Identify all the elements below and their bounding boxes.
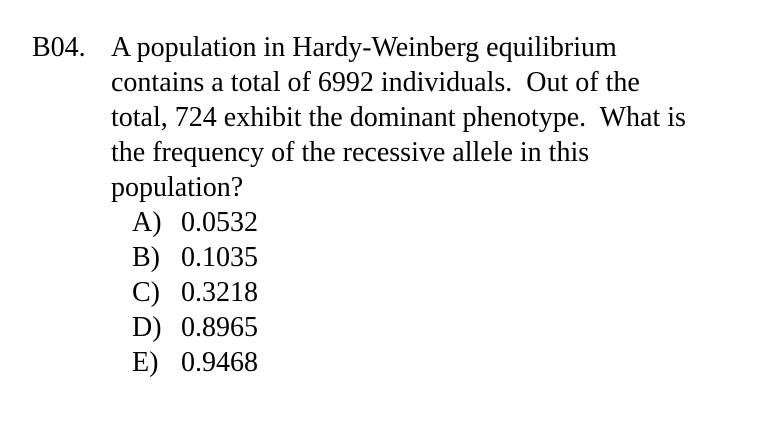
stem-line: total, 724 exhibit the dominant phenotyp… [111,102,686,133]
choice-letter: C) [132,277,160,308]
choice-letter: B) [132,242,160,273]
choice-value: 0.3218 [181,277,258,308]
choice-letter: A) [132,207,162,238]
choice-e: E) 0.9468 [132,345,258,380]
choice-letter: E) [132,347,159,378]
choice-d: D) 0.8965 [132,310,258,345]
stem-line: A population in Hardy-Weinberg equilibri… [111,32,617,63]
choice-value: 0.8965 [181,312,258,343]
answer-choices: A) 0.0532 B) 0.1035 C) 0.3218 D) 0.8965 … [132,205,258,380]
choice-letter: D) [132,312,162,343]
stem-line: population? [111,172,244,203]
choice-value: 0.1035 [181,242,258,273]
stem-line: the frequency of the recessive allele in… [111,137,590,168]
choice-b: B) 0.1035 [132,240,258,275]
question-stem: A population in Hardy-Weinberg equilibri… [111,30,751,205]
choice-value: 0.0532 [181,207,258,238]
stem-line: contains a total of 6992 individuals. Ou… [111,67,640,98]
choice-a: A) 0.0532 [132,205,258,240]
choice-value: 0.9468 [181,347,258,378]
choice-c: C) 0.3218 [132,275,258,310]
question-number: B04. [32,32,86,63]
